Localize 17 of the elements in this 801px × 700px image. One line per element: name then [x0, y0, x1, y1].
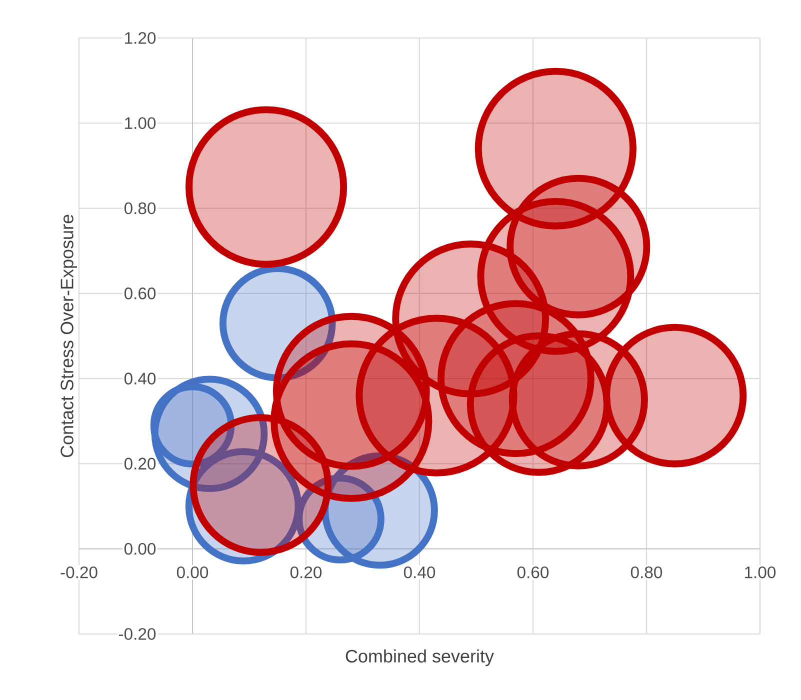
x-tick-label: 0.80	[630, 566, 662, 578]
y-tick-label: 0.60	[124, 288, 156, 300]
y-tick-label: 0.20	[124, 458, 156, 470]
x-axis-title: Combined severity	[346, 649, 494, 666]
y-tick-label: 0.00	[124, 542, 156, 555]
x-tick-label: 0.40	[404, 566, 436, 578]
y-tick-label: -0.20	[118, 628, 156, 640]
y-tick-label: 0.40	[124, 372, 156, 384]
y-axis-title: Contact Stress Over-Exposure	[60, 214, 77, 458]
y-tick-label: 1.20	[125, 32, 156, 44]
x-tick-label: -0.20	[60, 566, 98, 578]
x-tick-label: 1.00	[745, 566, 776, 578]
x-tick-label: 0.20	[290, 566, 322, 578]
y-tick-label: 0.80	[124, 202, 156, 214]
x-tick-label: 0.00	[176, 566, 208, 578]
x-tick-label: 0.60	[517, 566, 549, 578]
y-tick-label: 1.00	[125, 117, 156, 130]
